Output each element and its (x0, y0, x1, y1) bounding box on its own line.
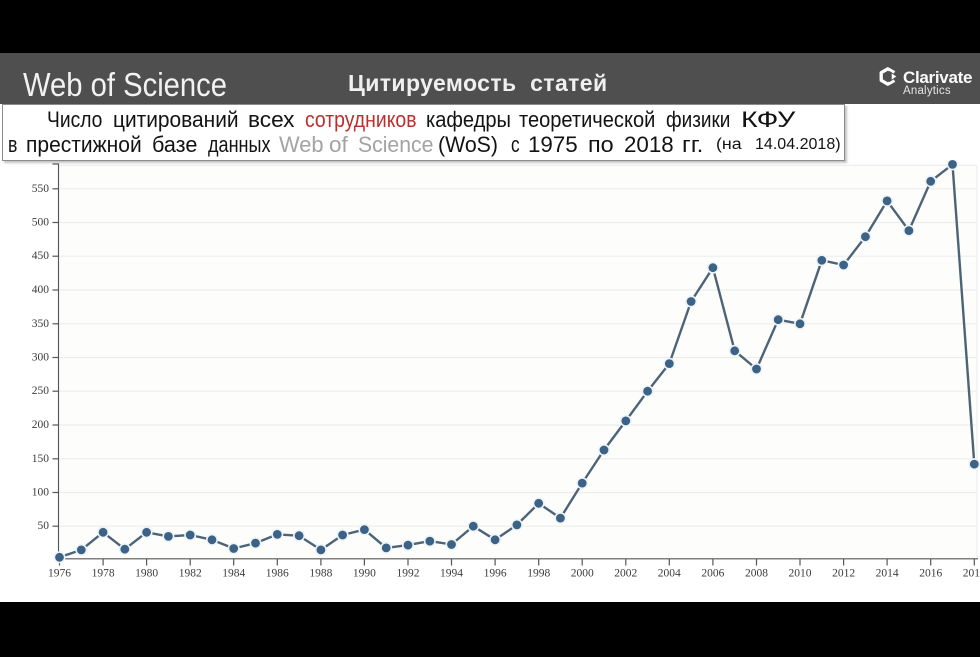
svg-text:50: 50 (38, 520, 50, 532)
svg-text:2006: 2006 (701, 568, 724, 580)
svg-text:1994: 1994 (440, 568, 463, 580)
svg-text:300: 300 (32, 352, 50, 364)
svg-text:150: 150 (32, 453, 50, 465)
svg-text:1986: 1986 (266, 568, 289, 580)
svg-text:2018: 2018 (963, 568, 980, 580)
svg-text:100: 100 (32, 487, 50, 499)
svg-text:2014: 2014 (876, 568, 899, 580)
svg-text:450: 450 (32, 250, 50, 262)
svg-text:2012: 2012 (832, 568, 855, 580)
svg-text:1992: 1992 (397, 568, 420, 580)
svg-text:2002: 2002 (614, 568, 637, 580)
svg-text:1980: 1980 (135, 568, 158, 580)
svg-text:550: 550 (32, 183, 50, 195)
svg-text:2004: 2004 (658, 568, 681, 580)
svg-text:200: 200 (32, 419, 50, 431)
svg-text:1982: 1982 (179, 568, 202, 580)
svg-text:250: 250 (32, 385, 50, 397)
svg-text:400: 400 (32, 284, 50, 296)
svg-text:2008: 2008 (745, 568, 768, 580)
svg-text:2016: 2016 (919, 568, 942, 580)
svg-text:2000: 2000 (571, 568, 594, 580)
svg-text:1978: 1978 (92, 568, 115, 580)
svg-text:350: 350 (32, 318, 50, 330)
svg-text:1998: 1998 (527, 568, 550, 580)
svg-text:500: 500 (32, 217, 50, 229)
svg-text:1976: 1976 (48, 568, 71, 580)
svg-text:1990: 1990 (353, 568, 376, 580)
svg-text:1988: 1988 (309, 568, 332, 580)
svg-text:2010: 2010 (789, 568, 812, 580)
svg-text:1996: 1996 (484, 568, 507, 580)
svg-text:1984: 1984 (222, 568, 245, 580)
